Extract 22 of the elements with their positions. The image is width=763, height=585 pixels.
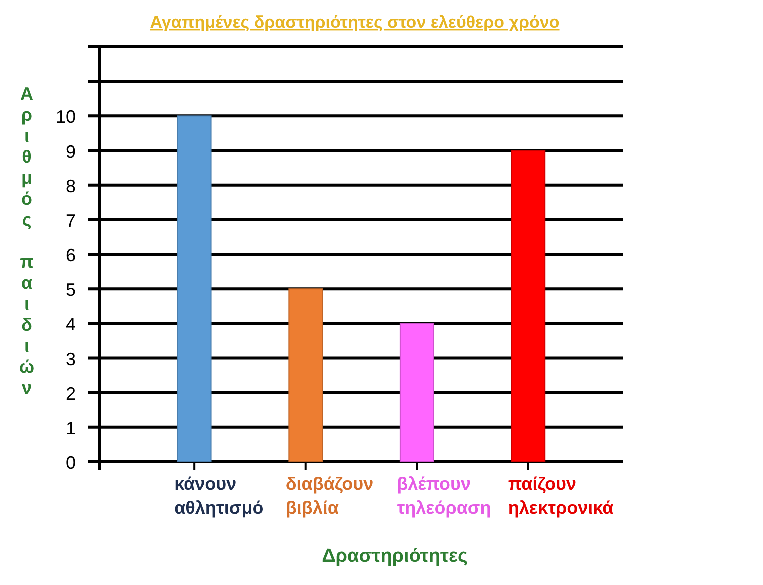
- x-axis-title: Δραστηριότητες: [322, 546, 468, 567]
- y-tick-label: 0: [66, 453, 76, 473]
- text: Αριθμός παιδιών: [19, 84, 35, 398]
- x-tick-label: παίζουν ηλεκτρονικά: [508, 474, 614, 518]
- bar: [400, 323, 434, 462]
- y-tick-label: 6: [66, 246, 76, 266]
- y-tick-label: 1: [66, 418, 76, 438]
- y-tick-label: 8: [66, 176, 76, 196]
- y-tick-label: 5: [66, 280, 76, 300]
- bar: [177, 116, 212, 462]
- y-tick-label: 3: [66, 349, 76, 370]
- y-tick-label: 2: [66, 384, 76, 404]
- y-tick-label: 4: [66, 314, 76, 335]
- bar: [511, 150, 546, 462]
- bar: [288, 288, 324, 462]
- x-tick-label: κάνουν αθλητισμό: [174, 474, 264, 518]
- y-tick-label: 9: [66, 142, 76, 162]
- chart-title: Αγαπημένες δραστηριότητες στον ελεύθερο χρόνο: [150, 13, 560, 32]
- y-tick-label: 10: [56, 107, 76, 128]
- x-tick-label: διαβάζουν βιβλία: [286, 474, 374, 518]
- x-tick-label: βλέπουν τηλεόραση: [397, 474, 492, 518]
- y-tick-label: 7: [66, 210, 76, 231]
